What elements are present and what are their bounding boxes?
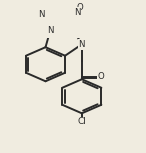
Text: N: N <box>38 11 44 19</box>
Text: Cl: Cl <box>77 117 86 126</box>
Text: O: O <box>98 72 104 81</box>
Text: N: N <box>79 40 85 49</box>
Text: N: N <box>74 8 81 17</box>
Text: N: N <box>47 26 53 35</box>
Text: O: O <box>77 3 83 12</box>
